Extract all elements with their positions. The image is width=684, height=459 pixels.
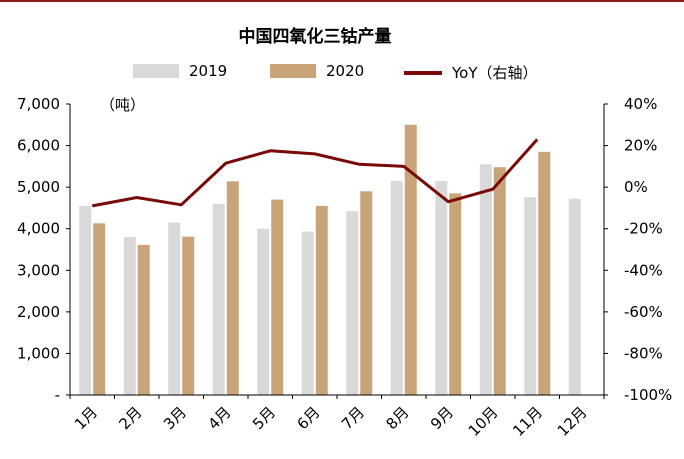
yoy-line-group xyxy=(91,138,539,208)
bar-2019-1 xyxy=(79,205,92,395)
bar-2020-11 xyxy=(538,151,551,395)
left-tick-label: 2,000 xyxy=(17,303,60,321)
bar-2019-10 xyxy=(479,164,492,395)
bar-2019-6 xyxy=(301,231,314,395)
bars-group xyxy=(79,124,581,396)
left-tick-label: 1,000 xyxy=(17,344,60,362)
left-tick-label: 5,000 xyxy=(17,178,60,196)
x-tick-label-4: 4月 xyxy=(204,403,234,433)
bar-2019-3 xyxy=(168,222,181,395)
bar-2020-6 xyxy=(315,205,328,395)
yoy-line xyxy=(91,138,539,208)
right-tick-label: 20% xyxy=(624,137,657,155)
right-tick-label: -80% xyxy=(624,344,663,362)
legend: 2019 2020 YoY（右轴） xyxy=(0,62,684,84)
top-rule xyxy=(0,0,684,2)
bar-2019-5 xyxy=(257,228,270,395)
left-tick-label: 4,000 xyxy=(17,220,60,238)
bar-2020-3 xyxy=(182,236,195,395)
bar-2019-9 xyxy=(435,180,448,395)
legend-label-2020: 2020 xyxy=(326,62,365,80)
legend-label-2019: 2019 xyxy=(189,62,228,80)
right-tick-label: -40% xyxy=(624,261,663,279)
right-tick-label: -20% xyxy=(624,220,663,238)
bar-2020-5 xyxy=(271,199,284,395)
x-tick-label-7: 7月 xyxy=(338,403,368,433)
legend-item-yoy: YoY（右轴） xyxy=(404,62,538,83)
legend-swatch-2020 xyxy=(270,64,316,78)
right-tick-label: -60% xyxy=(624,303,663,321)
y-axis-unit-label: （吨） xyxy=(100,96,146,114)
axes-group xyxy=(66,103,608,399)
left-tick-label: 3,000 xyxy=(17,261,60,279)
legend-item-2019: 2019 xyxy=(133,62,227,80)
x-tick-label-9: 9月 xyxy=(427,403,457,433)
right-tick-label: 0% xyxy=(624,178,648,196)
x-tick-label-3: 3月 xyxy=(160,403,190,433)
bar-2019-11 xyxy=(524,197,537,395)
x-tick-label-11: 11月 xyxy=(509,403,546,440)
bar-2019-7 xyxy=(346,211,359,395)
bar-2020-2 xyxy=(137,244,150,395)
right-tick-label: -100% xyxy=(624,386,672,404)
tick-labels-group: - 1,000 2,000 3,000 4,000 5,000 6,000 7,000 -100… xyxy=(17,95,672,440)
left-tick-label: - xyxy=(55,386,60,404)
bar-2019-8 xyxy=(390,180,403,395)
legend-swatch-2019 xyxy=(133,64,179,78)
left-tick-label: 7,000 xyxy=(17,95,60,113)
left-tick-label: 6,000 xyxy=(17,137,60,155)
legend-swatch-yoy xyxy=(404,70,442,75)
bar-2019-2 xyxy=(123,237,136,395)
bar-2019-12 xyxy=(568,198,581,395)
bar-2020-1 xyxy=(93,223,106,395)
legend-item-2020: 2020 xyxy=(270,62,364,80)
bar-2019-4 xyxy=(212,203,225,395)
bar-2020-4 xyxy=(226,181,239,395)
x-tick-label-8: 8月 xyxy=(382,403,412,433)
right-tick-label: 40% xyxy=(624,95,657,113)
bar-2020-9 xyxy=(449,193,462,395)
x-tick-label-5: 5月 xyxy=(249,403,279,433)
bar-2020-8 xyxy=(404,124,417,396)
x-tick-label-6: 6月 xyxy=(293,403,323,433)
x-tick-label-2: 2月 xyxy=(115,403,145,433)
chart-title: 中国四氧化三钴产量 xyxy=(238,27,392,47)
bar-2020-10 xyxy=(493,167,506,395)
x-tick-label-1: 1月 xyxy=(71,403,101,433)
legend-label-yoy: YoY（右轴） xyxy=(452,64,538,82)
x-tick-label-12: 12月 xyxy=(554,403,591,440)
x-tick-label-10: 10月 xyxy=(465,403,502,440)
bar-2020-7 xyxy=(360,191,373,395)
